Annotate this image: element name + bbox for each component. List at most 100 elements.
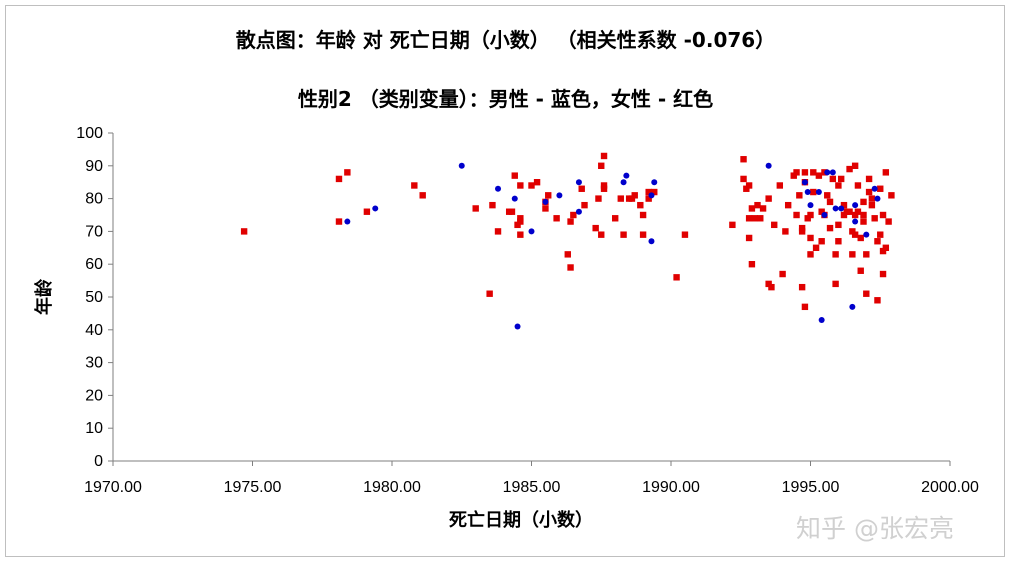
data-point-female (681, 231, 689, 238)
data-point-female (835, 238, 842, 245)
data-point-female (879, 211, 887, 219)
data-point-female (489, 201, 496, 209)
y-tick-label: 100 (76, 125, 103, 142)
data-point-female (754, 201, 761, 209)
data-point-female (645, 195, 652, 202)
data-point-female (801, 303, 809, 311)
data-point-female (815, 172, 823, 179)
data-point-female (617, 195, 624, 202)
data-point-female (631, 192, 638, 199)
data-point-female (865, 175, 873, 183)
data-point-female (578, 185, 585, 192)
data-point-male (528, 228, 535, 235)
data-point-female (363, 208, 371, 215)
data-point-female (517, 182, 524, 189)
data-point-female (832, 280, 839, 288)
data-point-female (807, 234, 814, 242)
data-point-female (871, 215, 878, 222)
data-point-female (796, 192, 803, 199)
data-point-female (798, 283, 806, 291)
data-point-male (623, 172, 630, 179)
data-point-female (542, 205, 549, 212)
data-point-female (486, 290, 493, 297)
x-tick-label: 1980.00 (363, 479, 421, 496)
data-point-female (759, 205, 767, 212)
x-tick-label: 1990.00 (642, 479, 700, 496)
data-point-male (871, 185, 878, 192)
y-tick-label: 70 (85, 223, 103, 240)
data-point-male (372, 205, 379, 212)
data-point-female (600, 152, 608, 160)
data-point-female (846, 208, 853, 215)
data-point-female (776, 182, 784, 189)
data-point-female (804, 215, 811, 222)
data-point-female (793, 169, 800, 176)
x-tick-label: 1970.00 (84, 479, 142, 496)
data-point-female (612, 215, 619, 222)
data-point-female (812, 244, 820, 251)
data-point-female (637, 201, 644, 209)
data-point-male (849, 303, 856, 310)
data-point-male (648, 192, 655, 199)
y-tick-label: 30 (85, 355, 103, 372)
chart-title: 散点图：年龄 对 死亡日期（小数） （相关性系数 -0.076） (235, 28, 776, 52)
data-point-female (857, 234, 864, 242)
data-point-female (545, 192, 552, 199)
data-point-female (863, 251, 870, 258)
data-point-female (740, 156, 747, 163)
data-point-female (882, 244, 890, 251)
data-point-female (511, 172, 518, 179)
data-point-male (514, 323, 521, 330)
data-point-male (765, 162, 772, 169)
y-tick-label: 10 (85, 420, 103, 437)
data-point-male (495, 185, 502, 192)
data-point-female (757, 215, 764, 222)
data-point-female (860, 198, 867, 206)
data-point-female (888, 192, 895, 199)
data-point-female (639, 211, 647, 219)
data-point-female (748, 205, 756, 212)
data-point-female (840, 201, 848, 209)
data-point-female (651, 188, 658, 196)
data-point-male (575, 179, 582, 186)
y-tick-label: 40 (85, 322, 103, 339)
data-point-female (851, 231, 859, 238)
data-point-female (849, 251, 856, 258)
data-point-female (344, 169, 351, 176)
data-point-male (874, 195, 881, 202)
data-point-female (868, 201, 876, 209)
data-point-female (567, 264, 574, 271)
data-point-female (849, 228, 856, 235)
data-point-female (840, 211, 848, 219)
data-point-female (598, 162, 605, 169)
data-point-male (852, 218, 859, 225)
data-point-female (517, 218, 524, 225)
data-point-female (508, 208, 516, 215)
y-tick-label: 0 (94, 453, 103, 470)
data-point-female (865, 188, 873, 196)
data-point-female (411, 182, 418, 189)
data-point-female (882, 169, 890, 176)
data-point-female (743, 185, 750, 192)
x-axis-label: 死亡日期（小数） (449, 509, 593, 531)
data-point-male (620, 179, 627, 186)
data-point-female (745, 234, 753, 242)
data-point-female (798, 224, 806, 232)
y-tick-label: 90 (85, 158, 103, 175)
data-point-female (826, 224, 834, 232)
data-point-female (879, 247, 887, 255)
data-point-female (860, 218, 867, 225)
y-axis-label: 年龄 (33, 278, 55, 315)
y-tick-label: 80 (85, 191, 103, 208)
data-point-female (835, 182, 842, 189)
data-point-female (628, 195, 636, 202)
data-point-female (885, 218, 892, 225)
data-point-female (517, 231, 524, 238)
data-point-female (567, 218, 574, 225)
data-point-female (863, 290, 870, 297)
data-point-female (598, 231, 605, 238)
data-point-male (458, 162, 465, 169)
data-point-female (784, 201, 792, 209)
y-tick-label: 20 (85, 387, 103, 404)
